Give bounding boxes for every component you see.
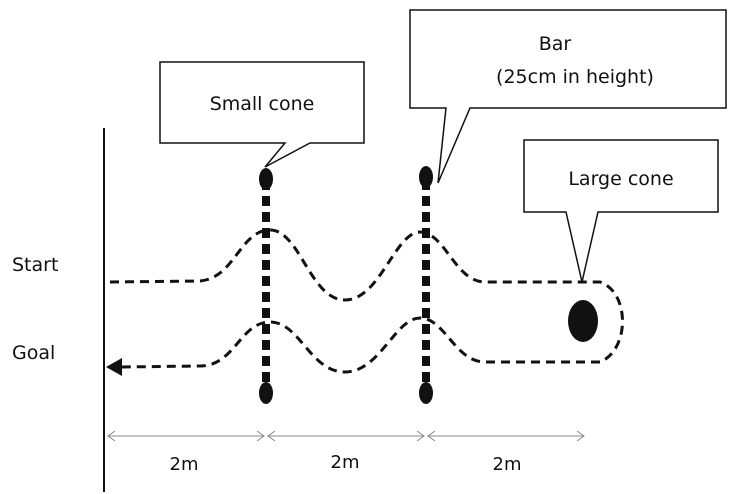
callout-large-cone-text: Large cone <box>568 168 673 190</box>
callout-small-cone-text: Small cone <box>210 93 315 115</box>
callout-bar: Bar (25cm in height) <box>409 9 727 184</box>
callout-small-cone: Small cone <box>159 61 365 168</box>
return-path <box>121 316 600 374</box>
bar-1 <box>259 168 273 404</box>
distance-label-2: 2m <box>331 452 360 473</box>
distance-label-1: 2m <box>170 454 199 475</box>
bar-2-bottom-cone <box>419 382 433 404</box>
large-cone <box>568 300 598 342</box>
outbound-path <box>109 228 624 364</box>
callout-large-cone: Large cone <box>523 139 719 283</box>
goal-arrowhead <box>106 358 122 376</box>
callout-bar-height: (25cm in height) <box>496 66 654 88</box>
start-label: Start <box>12 254 58 276</box>
bar-1-top-cone <box>259 168 273 190</box>
bar-2-top-cone <box>419 166 433 188</box>
distance-label-3: 2m <box>493 454 522 475</box>
goal-label: Goal <box>12 342 55 364</box>
distance-dimension <box>107 430 585 442</box>
bar-2 <box>419 166 433 404</box>
bar-1-bottom-cone <box>259 382 273 404</box>
callout-bar-title: Bar <box>539 33 572 55</box>
